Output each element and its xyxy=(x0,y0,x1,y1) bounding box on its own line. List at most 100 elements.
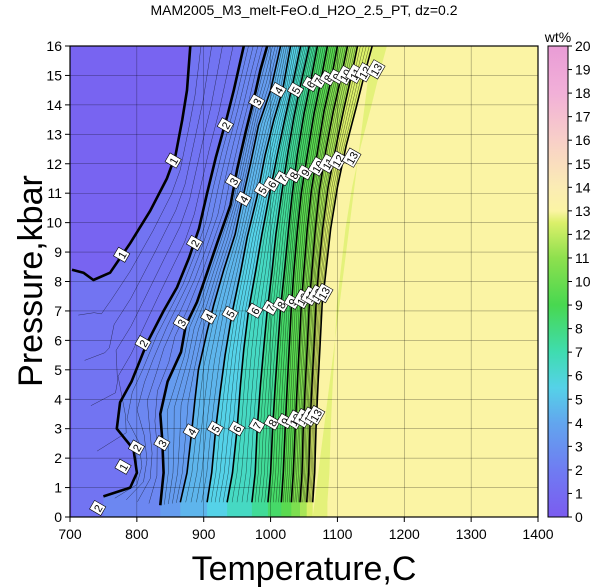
isoline-label: 7 xyxy=(261,299,279,316)
isoline-label-box xyxy=(272,296,290,313)
isoline-label: 2 xyxy=(216,117,234,134)
isoline-label: 4 xyxy=(234,190,252,207)
colorbar-tick-label: 0 xyxy=(575,509,583,525)
isoline-label-box xyxy=(221,305,239,322)
y-tick-label: 15 xyxy=(46,67,62,83)
colorbar-tick-label: 7 xyxy=(575,344,583,360)
isoline-label-text: 4 xyxy=(186,426,199,437)
isoline-label-box xyxy=(114,458,132,475)
colorbar-tick-label: 11 xyxy=(575,250,590,266)
minor-isoline xyxy=(311,46,370,503)
isoline-label-text: 1 xyxy=(168,156,181,167)
x-tick-label: 900 xyxy=(192,526,216,542)
isoline-label-text: 3 xyxy=(156,438,169,449)
isoline-label-text: 8 xyxy=(275,300,288,311)
minor-isoline xyxy=(172,46,276,504)
colorbar-tick-label: 19 xyxy=(575,62,591,78)
isoline-label-text: 3 xyxy=(251,97,264,108)
colorbar-tick-label: 8 xyxy=(575,321,583,337)
isoline-label-text: 1 xyxy=(116,250,129,261)
colorbar-tick-label: 10 xyxy=(575,274,591,290)
isoline-label-text: 7 xyxy=(265,303,278,314)
y-tick-label: 14 xyxy=(46,97,62,113)
isoline-label-box xyxy=(224,173,242,190)
y-tick-label: 5 xyxy=(54,362,62,378)
isoline-label-box xyxy=(261,299,279,316)
isoline-label: 4 xyxy=(182,423,200,440)
isoline-label-text: 12 xyxy=(331,153,348,170)
isoline-label: 2 xyxy=(127,439,146,456)
isoline-label: 1 xyxy=(164,152,182,169)
isoline-label-box xyxy=(296,164,314,181)
isoline-label-box xyxy=(134,335,152,352)
isoline-label-text: 5 xyxy=(290,85,303,96)
colorbar-label: wt% xyxy=(544,29,571,45)
isoline-label-box xyxy=(341,147,362,168)
isoline-label: 13 xyxy=(365,59,386,80)
isoline-13 xyxy=(311,46,373,503)
isoline-label-text: 8 xyxy=(322,73,335,84)
isoline-label-text: 7 xyxy=(251,421,264,432)
isoline-label: 1 xyxy=(114,458,132,475)
colorbar-gradient xyxy=(547,45,569,518)
isoline-label: 12 xyxy=(327,150,348,171)
isoline-label: 6 xyxy=(262,176,281,193)
y-tick-label: 9 xyxy=(54,244,62,260)
isoline-label: 13 xyxy=(305,404,326,426)
isoline-label-text: 1 xyxy=(118,462,131,473)
isoline-label-text: 3 xyxy=(176,318,189,329)
isoline-label: 8 xyxy=(272,296,290,313)
x-tick-label: 1100 xyxy=(322,526,352,542)
y-tick-label: 1 xyxy=(54,480,62,496)
isoline-label-text: 13 xyxy=(309,408,326,425)
isoline-label-box xyxy=(313,282,334,304)
isoline-label-text: 13 xyxy=(317,285,334,302)
colorbar-tick-label: 13 xyxy=(575,203,591,219)
isoline-label-box xyxy=(216,117,234,134)
y-tick-label: 8 xyxy=(54,274,62,290)
isoline-label: 8 xyxy=(263,414,281,431)
isoline-label-box xyxy=(365,59,386,80)
isoline-label-text: 2 xyxy=(92,503,105,514)
isoline-label: 6 xyxy=(228,420,246,437)
x-tick-label: 700 xyxy=(58,526,82,542)
colorbar-tick-label: 9 xyxy=(575,297,583,313)
isoline-label-text: 5 xyxy=(225,309,238,320)
minor-isoline xyxy=(90,46,223,406)
x-tick-label: 1400 xyxy=(522,526,553,542)
isoline-label-text: 2 xyxy=(138,338,151,349)
isoline-label: 8 xyxy=(285,167,303,184)
isoline-label-box xyxy=(153,435,171,452)
isoline-label: 13 xyxy=(313,282,334,304)
isoline-label: 6 xyxy=(246,302,264,319)
isoline-label: 3 xyxy=(153,435,171,452)
x-tick-label: 1000 xyxy=(255,526,286,542)
isoline-label-box xyxy=(327,150,348,171)
isoline-label-text: 6 xyxy=(305,79,318,90)
isoline-label: 2 xyxy=(186,234,204,251)
y-tick-label: 10 xyxy=(46,215,62,231)
isoline-label-text: 13 xyxy=(345,150,362,167)
isoline-label: 4 xyxy=(269,81,287,98)
y-tick-label: 7 xyxy=(54,303,62,319)
isoline-labels: 1211222233334444555566667777888899991010… xyxy=(89,59,386,516)
isoline-label-box xyxy=(234,190,252,207)
minor-isoline xyxy=(126,46,254,501)
x-axis: 700 800 900 1000 1100 1200 1300 1400 xyxy=(58,517,554,542)
minor-isoline xyxy=(190,46,285,503)
colorbar-tick-label: 14 xyxy=(575,179,591,195)
isoline-label-text: 8 xyxy=(267,418,280,429)
isoline-label-box xyxy=(200,308,218,325)
isoline-label: 3 xyxy=(248,93,266,110)
colorbar-tick-label: 18 xyxy=(575,85,591,101)
minor-isoline xyxy=(305,46,356,503)
isoline-label: 5 xyxy=(287,81,305,98)
minor-isoline xyxy=(308,46,364,503)
y-tick-label: 11 xyxy=(47,185,62,201)
isoline-label-text: 6 xyxy=(266,179,279,190)
minor-isoline xyxy=(275,46,324,503)
isoline-label-box xyxy=(127,439,146,456)
